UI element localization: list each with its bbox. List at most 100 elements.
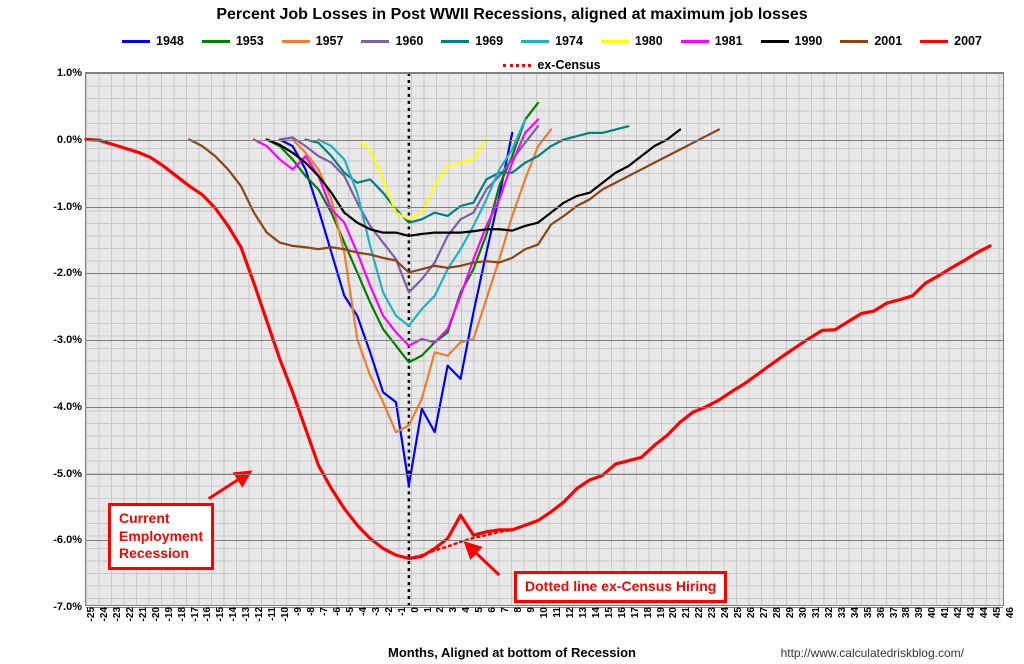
x-tick-label: 12 (565, 607, 576, 618)
legend-swatch (521, 40, 549, 43)
y-tick-label: -1.0% (53, 201, 82, 213)
x-tick-label: 18 (643, 607, 654, 618)
x-tick-label: 20 (668, 607, 679, 618)
x-tick-label: -23 (112, 607, 123, 621)
legend-label: 1969 (475, 34, 503, 48)
series-line (189, 130, 719, 273)
y-gridline (86, 207, 1003, 208)
x-tick-label: 9 (526, 607, 537, 613)
x-tick-label: -9 (293, 607, 304, 616)
y-tick-label: 1.0% (57, 67, 82, 79)
series-svg (86, 73, 1003, 605)
y-gridline (86, 340, 1003, 341)
series-line (86, 140, 990, 559)
legend-item: 2007 (920, 34, 982, 48)
x-tick-label: 26 (746, 607, 757, 618)
legend-item: ex-Census (503, 58, 600, 72)
x-tick-label: 10 (539, 607, 550, 618)
x-tick-label: 43 (966, 607, 977, 618)
x-tick-label: 24 (720, 607, 731, 618)
x-tick-label: 44 (979, 607, 990, 618)
x-tick-label: 38 (901, 607, 912, 618)
legend-item: 1969 (441, 34, 503, 48)
x-tick-label: 39 (914, 607, 925, 618)
series-line (267, 103, 538, 362)
legend-label: 1980 (635, 34, 663, 48)
x-tick-label: -22 (125, 607, 136, 621)
x-tick-label: 41 (940, 607, 951, 618)
x-tick-label: -25 (86, 607, 97, 621)
x-tick-label: -18 (177, 607, 188, 621)
x-tick-label: -10 (280, 607, 291, 621)
x-tick-label: 17 (630, 607, 641, 618)
x-tick-label: 19 (656, 607, 667, 618)
legend-swatch (920, 40, 948, 43)
x-tick-label: 34 (850, 607, 861, 618)
legend-item: 1974 (521, 34, 583, 48)
x-tick-label: -15 (215, 607, 226, 621)
legend-label: 1960 (395, 34, 423, 48)
legend-label: ex-Census (537, 58, 600, 72)
x-tick-label: 0 (410, 607, 421, 613)
legend-item: 1981 (681, 34, 743, 48)
legend-label: 1990 (795, 34, 823, 48)
plot-area: -7.0%-6.0%-5.0%-4.0%-3.0%-2.0%-1.0%0.0%1… (85, 72, 1004, 606)
x-tick-label: -11 (267, 607, 278, 621)
legend-label: 1953 (236, 34, 264, 48)
x-tick-label: 8 (513, 607, 524, 613)
legend-item: 1957 (282, 34, 344, 48)
legend-swatch (282, 40, 310, 43)
y-gridline (86, 407, 1003, 408)
legend-item: 1953 (202, 34, 264, 48)
annotation-arrow (466, 543, 500, 575)
legend-swatch (761, 40, 789, 43)
legend-item: 1960 (361, 34, 423, 48)
x-tick-label: 30 (798, 607, 809, 618)
legend-label: 1974 (555, 34, 583, 48)
legend: 1948195319571960196919741980198119902001… (90, 34, 1014, 72)
x-tick-label: 42 (953, 607, 964, 618)
x-tick-label: -14 (228, 607, 239, 621)
x-tick-label: 27 (759, 607, 770, 618)
legend-swatch (361, 40, 389, 43)
x-tick-label: 36 (876, 607, 887, 618)
x-tick-label: -2 (384, 607, 395, 616)
annotation-callout: CurrentEmploymentRecession (108, 503, 214, 570)
x-tick-label: 22 (694, 607, 705, 618)
source-link[interactable]: http://www.calculatedriskblog.com/ (781, 646, 964, 660)
y-tick-label: 0.0% (57, 134, 82, 146)
x-tick-label: 14 (591, 607, 602, 618)
annotation-arrow (209, 472, 250, 499)
x-tick-label: 13 (578, 607, 589, 618)
x-tick-label: 5 (474, 607, 485, 613)
legend-swatch (503, 64, 531, 67)
x-tick-label: 11 (552, 607, 563, 618)
x-tick-label: 16 (617, 607, 628, 618)
x-tick-label: 37 (889, 607, 900, 618)
y-tick-label: -7.0% (53, 601, 82, 613)
x-tick-label: 21 (681, 607, 692, 618)
x-tick-label: -16 (202, 607, 213, 621)
legend-swatch (202, 40, 230, 43)
legend-swatch (840, 40, 868, 43)
y-gridline (86, 474, 1003, 475)
x-tick-label: -5 (345, 607, 356, 616)
x-tick-label: 28 (772, 607, 783, 618)
legend-swatch (601, 40, 629, 43)
x-tick-label: -1 (397, 607, 408, 616)
legend-swatch (681, 40, 709, 43)
y-tick-label: -6.0% (53, 534, 82, 546)
x-tick-label: 46 (1005, 607, 1016, 618)
legend-label: 1981 (715, 34, 743, 48)
legend-label: 2007 (954, 34, 982, 48)
x-tick-label: -7 (319, 607, 330, 616)
x-tick-label: 15 (604, 607, 615, 618)
x-tick-label: -19 (164, 607, 175, 621)
y-gridline (86, 273, 1003, 274)
x-tick-label: 25 (733, 607, 744, 618)
x-tick-label: 40 (927, 607, 938, 618)
x-tick-label: 4 (461, 607, 472, 613)
x-tick-label: -8 (306, 607, 317, 616)
x-tick-label: 31 (811, 607, 822, 618)
x-tick-label: -17 (190, 607, 201, 621)
